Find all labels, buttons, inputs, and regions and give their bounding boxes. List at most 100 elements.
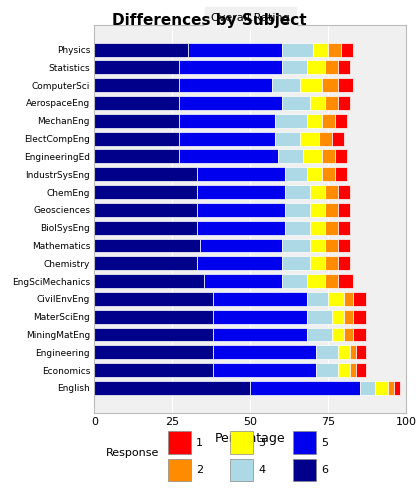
Bar — [344, 310, 353, 324]
Bar — [285, 168, 307, 181]
Bar — [300, 132, 319, 145]
Bar — [344, 328, 353, 342]
Text: 2: 2 — [196, 465, 203, 475]
Bar — [350, 363, 357, 377]
Bar — [331, 310, 344, 324]
Bar — [275, 114, 307, 128]
Bar — [344, 292, 353, 306]
Bar — [94, 42, 188, 56]
Bar — [197, 168, 285, 181]
Text: 3: 3 — [259, 438, 266, 448]
Bar — [338, 96, 350, 110]
Bar — [282, 96, 310, 110]
Bar — [94, 310, 213, 324]
Bar — [178, 78, 272, 92]
Bar — [282, 60, 307, 74]
Bar — [360, 381, 375, 395]
Bar — [275, 132, 300, 145]
Bar — [178, 96, 282, 110]
Bar — [197, 256, 282, 270]
Bar — [94, 238, 200, 252]
Text: 6: 6 — [321, 465, 328, 475]
Bar — [353, 328, 366, 342]
Bar — [357, 363, 366, 377]
Bar — [94, 328, 213, 342]
Bar — [325, 203, 338, 217]
Text: 1: 1 — [196, 438, 203, 448]
Bar — [178, 150, 279, 164]
Bar — [197, 203, 285, 217]
Bar — [325, 60, 338, 74]
Bar — [282, 42, 313, 56]
Bar — [94, 132, 178, 145]
Bar — [279, 150, 303, 164]
Bar — [335, 150, 347, 164]
Bar — [325, 274, 338, 288]
Bar — [213, 292, 307, 306]
Bar — [94, 363, 213, 377]
Bar — [94, 346, 213, 360]
Bar — [282, 238, 310, 252]
Bar — [307, 168, 322, 181]
Bar — [375, 381, 388, 395]
Bar — [204, 274, 282, 288]
Bar — [213, 328, 307, 342]
Bar — [328, 292, 344, 306]
Bar — [319, 132, 331, 145]
Bar — [197, 185, 285, 199]
Bar — [188, 42, 282, 56]
Bar — [350, 346, 357, 360]
Bar — [338, 203, 350, 217]
Bar — [325, 96, 338, 110]
Bar — [94, 60, 178, 74]
X-axis label: Percentage: Percentage — [215, 432, 286, 445]
Bar — [300, 78, 322, 92]
Text: 5: 5 — [321, 438, 328, 448]
Bar — [213, 363, 316, 377]
Bar — [285, 185, 310, 199]
Title: Overall.Rating: Overall.Rating — [210, 13, 290, 23]
Bar — [313, 42, 328, 56]
Bar — [307, 292, 328, 306]
Bar — [338, 185, 350, 199]
Bar — [328, 42, 341, 56]
Bar — [310, 185, 325, 199]
Text: Response: Response — [106, 448, 159, 458]
Bar — [94, 274, 204, 288]
Bar — [307, 310, 331, 324]
Bar — [197, 220, 285, 234]
Bar — [94, 78, 178, 92]
Bar — [322, 168, 335, 181]
Bar — [94, 220, 197, 234]
Bar — [335, 168, 347, 181]
Bar — [307, 328, 331, 342]
Bar — [338, 60, 350, 74]
Bar — [316, 363, 338, 377]
Bar — [178, 60, 282, 74]
Bar — [307, 60, 325, 74]
Bar — [178, 114, 275, 128]
Text: 4: 4 — [259, 465, 266, 475]
Bar — [338, 274, 353, 288]
Bar — [94, 185, 197, 199]
Bar — [338, 238, 350, 252]
Bar — [310, 238, 325, 252]
Bar — [94, 381, 250, 395]
Bar — [338, 363, 350, 377]
Bar — [250, 381, 360, 395]
Bar — [331, 132, 344, 145]
Bar — [316, 346, 338, 360]
Bar — [325, 238, 338, 252]
Bar — [338, 220, 350, 234]
Bar — [213, 346, 316, 360]
Bar — [394, 381, 400, 395]
Bar — [338, 256, 350, 270]
Bar — [285, 203, 310, 217]
Bar — [325, 185, 338, 199]
Bar — [322, 78, 338, 92]
Bar — [285, 220, 310, 234]
Bar — [94, 256, 197, 270]
Bar — [303, 150, 322, 164]
Bar — [282, 256, 310, 270]
Bar — [325, 220, 338, 234]
